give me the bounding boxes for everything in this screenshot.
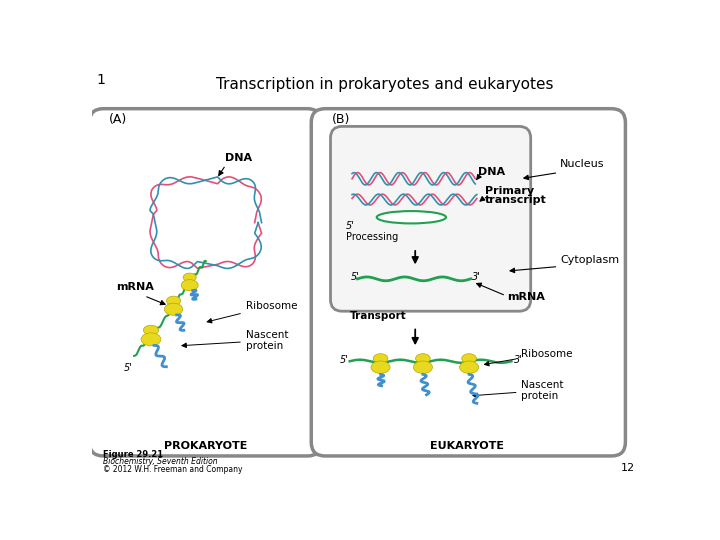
Ellipse shape	[371, 361, 390, 374]
Text: Biochemistry, Seventh Edition: Biochemistry, Seventh Edition	[104, 457, 218, 467]
Text: 1: 1	[96, 72, 105, 86]
Text: (A): (A)	[109, 112, 127, 126]
Text: Nascent
protein: Nascent protein	[182, 329, 288, 351]
Text: mRNA: mRNA	[508, 292, 546, 302]
Text: DNA: DNA	[225, 153, 252, 163]
Ellipse shape	[377, 211, 446, 224]
Text: 3': 3'	[514, 355, 523, 365]
Text: (B): (B)	[332, 112, 351, 126]
Ellipse shape	[141, 333, 161, 346]
Ellipse shape	[181, 280, 198, 291]
Text: mRNA: mRNA	[117, 282, 154, 293]
Text: EUKARYOTE: EUKARYOTE	[430, 441, 504, 450]
Text: Figure 29.21: Figure 29.21	[104, 450, 163, 459]
Ellipse shape	[462, 354, 477, 363]
Text: Cytoplasm: Cytoplasm	[560, 255, 619, 266]
Text: Nucleus: Nucleus	[560, 159, 605, 169]
Text: Transport: Transport	[350, 311, 407, 321]
Text: DNA: DNA	[478, 167, 505, 177]
FancyBboxPatch shape	[330, 126, 531, 311]
Ellipse shape	[166, 296, 181, 305]
Ellipse shape	[413, 361, 433, 374]
Ellipse shape	[415, 354, 431, 363]
Text: 5': 5'	[340, 355, 348, 365]
FancyBboxPatch shape	[89, 109, 321, 456]
Text: 12: 12	[621, 463, 636, 473]
Text: Transcription in prokaryotes and eukaryotes: Transcription in prokaryotes and eukaryo…	[216, 77, 553, 92]
Text: 3': 3'	[472, 272, 481, 282]
Text: PROKARYOTE: PROKARYOTE	[164, 441, 248, 450]
Text: Ribosome: Ribosome	[485, 348, 573, 366]
Text: Nascent
protein: Nascent protein	[473, 380, 564, 401]
FancyBboxPatch shape	[311, 109, 626, 456]
Text: Primary: Primary	[485, 186, 534, 196]
Text: 5': 5'	[351, 272, 360, 282]
Text: © 2012 W.H. Freeman and Company: © 2012 W.H. Freeman and Company	[104, 465, 243, 474]
Ellipse shape	[373, 354, 388, 363]
Text: Processing: Processing	[346, 232, 398, 242]
Ellipse shape	[183, 273, 197, 281]
Text: transcript: transcript	[485, 195, 546, 205]
Text: 5': 5'	[346, 221, 355, 231]
Text: Ribosome: Ribosome	[207, 301, 297, 323]
Ellipse shape	[459, 361, 479, 374]
Ellipse shape	[143, 325, 158, 335]
Text: 5': 5'	[124, 363, 133, 373]
Ellipse shape	[164, 303, 183, 315]
